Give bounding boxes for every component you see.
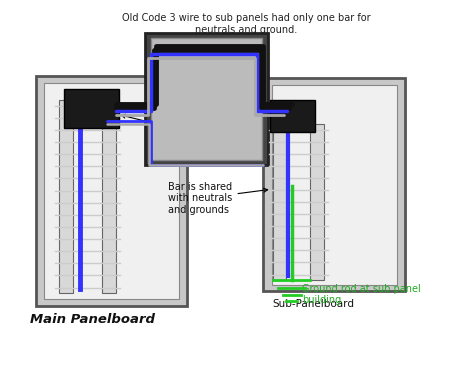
Bar xyxy=(270,100,315,132)
Bar xyxy=(272,85,397,285)
Text: Main Panelboard: Main Panelboard xyxy=(30,313,155,326)
Text: Bar is shared
with neutrals
and grounds: Bar is shared with neutrals and grounds xyxy=(168,182,268,215)
Bar xyxy=(145,33,268,165)
Text: Old Code 3 wire to sub panels had only one bar for
neutrals and ground.: Old Code 3 wire to sub panels had only o… xyxy=(122,13,371,35)
Text: Ground rod at sub panel
building: Ground rod at sub panel building xyxy=(302,284,421,305)
Bar xyxy=(273,124,286,280)
Text: Sub-Panelboard: Sub-Panelboard xyxy=(273,299,355,309)
Bar xyxy=(44,83,179,299)
Bar xyxy=(263,78,405,291)
Bar xyxy=(102,100,116,293)
Text: Subpanel
Breaker: Subpanel Breaker xyxy=(121,114,226,146)
Bar xyxy=(151,38,262,160)
Bar xyxy=(64,89,118,128)
Bar xyxy=(36,76,187,306)
Bar xyxy=(310,124,324,280)
Bar xyxy=(59,100,73,293)
